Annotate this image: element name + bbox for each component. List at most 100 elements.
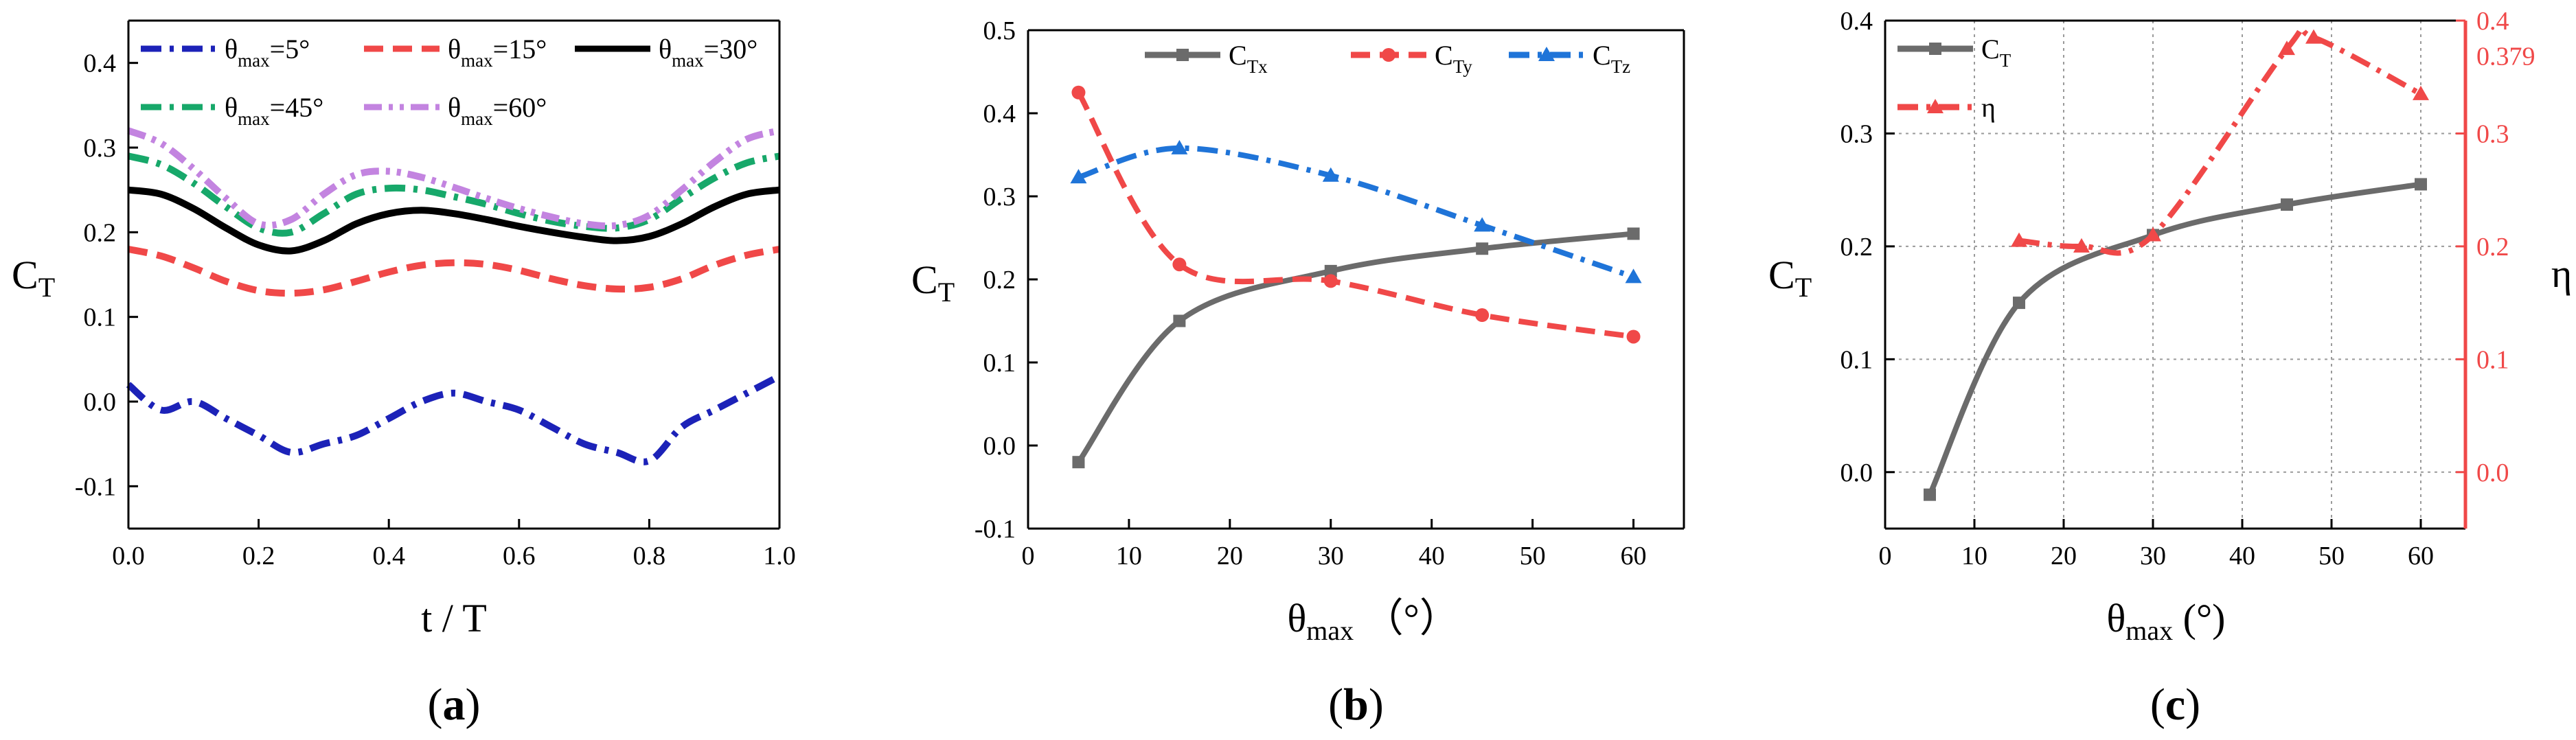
x-tick-label: 0.4 — [372, 542, 405, 570]
x-tick-label: 40 — [1419, 542, 1445, 570]
series-line-0 — [1927, 181, 2421, 496]
panel-c: 0 10 20 30 40 50 60 0.0 0.1 0.2 0.3 0.4 0.0 0.1 0.2 0.3… — [1768, 7, 2572, 730]
x-axis-label: θmax (°) — [2107, 596, 2226, 646]
data-point-0-2 — [1324, 264, 1337, 277]
panel-b: 0 10 20 30 40 50 60 -0.1 0.0 0.1 0.2 0.3 0.4 0.5 CT θma… — [911, 16, 1685, 730]
y-axis-label: CT — [12, 253, 55, 303]
x-tick-label: 50 — [2318, 542, 2345, 570]
legend-label-0: θmax=5° — [225, 34, 310, 71]
y-right-tick-label: 0.1 — [2476, 345, 2509, 374]
x-tick-label: 60 — [2408, 542, 2434, 570]
series-line-1 — [127, 246, 780, 297]
x-tick-label: 0.0 — [112, 542, 145, 570]
y-tick-label: 0.3 — [983, 183, 1016, 211]
legend-marker-2 — [1538, 47, 1555, 61]
legend-label-1: η — [1981, 92, 1996, 123]
series-line-1 — [1076, 91, 1634, 340]
legend-label-4: θmax=60° — [448, 92, 547, 129]
panel-label: (a) — [428, 680, 481, 730]
y-tick-label: 0.2 — [983, 266, 1016, 294]
legend: θmax=5° θmax=15° θmax=30° θmax=45° θmax=60° — [141, 34, 757, 129]
y-tick-label: 0.4 — [1840, 7, 1873, 36]
y-tick-label: 0.2 — [1840, 233, 1873, 262]
legend-label-1: θmax=15° — [448, 34, 547, 71]
x-tick-label: 50 — [1520, 542, 1546, 570]
data-point-1-3 — [1475, 308, 1490, 323]
y-tick-label: 0.1 — [983, 349, 1016, 378]
data-point-1-0 — [2011, 232, 2027, 247]
x-tick-label: 30 — [1318, 542, 1344, 570]
y-tick-label: 0.1 — [1840, 345, 1873, 374]
legend-label-0: CT — [1981, 34, 2011, 71]
x-tick-label: 0.6 — [503, 542, 536, 570]
legend: CT η — [1897, 34, 2011, 123]
data-point-0-4 — [2415, 178, 2427, 191]
x-tick-label: 0.2 — [242, 542, 275, 570]
series-line-1 — [2018, 25, 2422, 256]
data-point-2-3 — [1474, 217, 1491, 232]
x-tick-label: 0 — [1879, 542, 1892, 570]
y-tick-label: 0.0 — [84, 388, 117, 417]
data-point-1-2 — [1323, 274, 1338, 288]
y-axis-label: CT — [911, 257, 955, 308]
panel-label: (c) — [2150, 680, 2200, 730]
x-tick-label: 40 — [2229, 542, 2255, 570]
legend-label-2: θmax=30° — [659, 34, 757, 71]
y-tick-label: 0.0 — [1840, 459, 1873, 487]
y-tick-label: -0.1 — [974, 515, 1016, 544]
data-point-2-2 — [1322, 167, 1339, 182]
data-point-0-0 — [1924, 488, 1936, 501]
data-point-2-0 — [1070, 169, 1087, 184]
legend-marker-1 — [1927, 99, 1944, 113]
x-tick-label: 0.8 — [633, 542, 666, 570]
series-line-0 — [126, 373, 782, 465]
y-tick-label: 0.0 — [983, 432, 1016, 461]
x-tick-label: 10 — [1116, 542, 1142, 570]
data-point-1-4 — [2305, 29, 2322, 44]
legend-marker-0 — [1929, 43, 1941, 55]
data-point-1-2 — [2145, 227, 2161, 242]
x-tick-label: 10 — [1961, 542, 1987, 570]
series-line-4 — [127, 127, 781, 230]
y-tick-label: 0.1 — [84, 303, 117, 332]
series-line-0 — [1076, 231, 1634, 464]
y-right-tick-label: 0.2 — [2476, 233, 2509, 262]
y-tick-label: 0.3 — [1840, 119, 1873, 148]
y-right-tick-label: 0.3 — [2476, 119, 2509, 148]
y-right-axis-label: η — [2551, 251, 2572, 296]
y-tick-label: 0.5 — [983, 16, 1016, 45]
x-tick-label: 60 — [1621, 542, 1647, 570]
legend-label-3: θmax=45° — [225, 92, 323, 129]
data-point-1-0 — [1071, 85, 1086, 100]
data-point-1-3 — [2279, 41, 2295, 56]
panel-a: 0.0 0.2 0.4 0.6 0.8 1.0 -0.1 0.0 0.1 0.2 0.3 0.4 CT t… — [12, 19, 796, 730]
legend-label-0: CTx — [1229, 40, 1268, 77]
data-point-1-1 — [1172, 257, 1187, 272]
y-tick-label: 0.2 — [84, 218, 117, 247]
x-axis-label: t / T — [421, 596, 487, 640]
panel-label: (b) — [1328, 680, 1384, 730]
series-line-3 — [127, 152, 781, 237]
x-tick-label: 30 — [2140, 542, 2166, 570]
data-point-0-0 — [1072, 456, 1085, 469]
y-right-tick-label: 0.0 — [2476, 459, 2509, 487]
data-point-1-1 — [2073, 238, 2090, 253]
data-point-0-3 — [2281, 198, 2293, 211]
x-tick-label: 20 — [1217, 542, 1243, 570]
data-point-2-4 — [1625, 268, 1642, 284]
legend-marker-0 — [1176, 49, 1189, 61]
legend: CTx CTy CTz — [1145, 40, 1630, 77]
legend-label-2: CTz — [1593, 40, 1630, 77]
x-tick-label: 1.0 — [763, 542, 796, 570]
data-point-0-1 — [1173, 314, 1186, 327]
y-right-annotation: 0.379 — [2476, 43, 2535, 71]
data-point-0-1 — [2013, 297, 2025, 310]
x-axis-label: θmax （°） — [1288, 596, 1459, 646]
x-tick-label: 20 — [2051, 542, 2077, 570]
y-tick-label: -0.1 — [75, 472, 116, 501]
y-tick-label: 0.4 — [983, 100, 1016, 128]
data-point-1-4 — [1626, 329, 1641, 344]
data-point-0-4 — [1627, 227, 1640, 240]
series-line-2 — [1078, 145, 1634, 280]
